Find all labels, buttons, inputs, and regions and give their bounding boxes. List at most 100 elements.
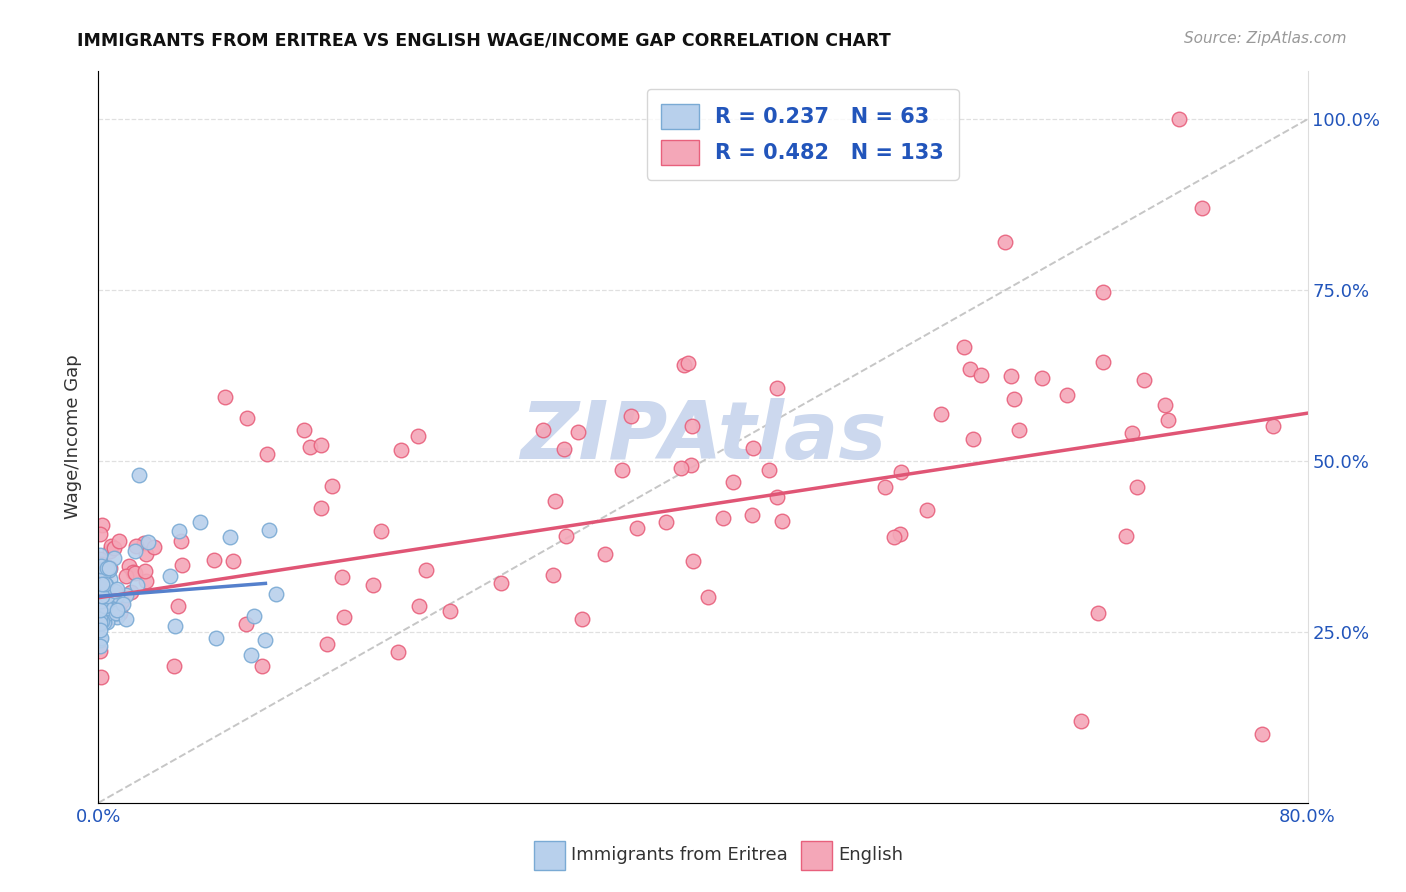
Point [90, 613, 112, 627]
Point [654, 516, 676, 530]
Point [98, 591, 121, 606]
Point [105, 588, 128, 602]
Point [1070, 714, 1092, 728]
Point [1133, 373, 1156, 387]
Point [136, 534, 159, 549]
Point [309, 438, 332, 452]
Point [370, 524, 392, 539]
Point [120, 585, 142, 599]
Point [406, 428, 429, 442]
Point [959, 362, 981, 376]
Point [93, 601, 115, 615]
Point [1168, 112, 1191, 127]
Point [111, 594, 134, 608]
Point [89, 597, 111, 611]
Point [321, 479, 343, 493]
Point [159, 568, 181, 582]
Point [89, 616, 111, 631]
Point [553, 442, 575, 456]
Point [96, 579, 118, 593]
Point [104, 605, 127, 619]
Point [309, 501, 332, 516]
Point [994, 235, 1017, 250]
Point [408, 599, 430, 613]
Point [1004, 392, 1026, 406]
Point [93, 615, 115, 629]
Point [1126, 480, 1149, 494]
Point [333, 610, 356, 624]
Point [96, 592, 118, 607]
Point [89, 526, 111, 541]
Point [250, 659, 273, 673]
Point [620, 409, 643, 424]
Point [90, 593, 112, 607]
Y-axis label: Wage/Income Gap: Wage/Income Gap [65, 355, 83, 519]
Point [264, 587, 287, 601]
Point [111, 597, 134, 611]
Point [115, 588, 138, 602]
Point [766, 490, 789, 504]
Point [96, 601, 118, 615]
Point [104, 583, 127, 598]
Point [531, 423, 554, 437]
Point [929, 407, 952, 421]
Point [103, 604, 125, 618]
Point [107, 599, 129, 614]
Point [89, 582, 111, 596]
Point [98, 589, 121, 603]
Point [1121, 425, 1143, 440]
Point [89, 639, 111, 653]
Point [91, 561, 114, 575]
Point [90, 517, 112, 532]
Point [90, 631, 112, 645]
Point [883, 530, 905, 544]
Point [170, 558, 193, 573]
Point [108, 533, 131, 548]
Point [89, 615, 111, 630]
Point [94, 599, 117, 613]
Point [1251, 727, 1274, 741]
Point [554, 529, 576, 543]
Point [89, 549, 111, 563]
Point [567, 425, 589, 439]
Point [142, 540, 165, 554]
Point [1153, 398, 1175, 412]
Point [93, 565, 115, 579]
Point [1115, 529, 1137, 543]
Point [94, 577, 117, 591]
Point [90, 557, 112, 571]
Point [1092, 355, 1115, 369]
Point [256, 447, 278, 461]
Point [962, 432, 984, 446]
Point [1156, 412, 1178, 426]
Point [93, 607, 115, 621]
Point [679, 458, 702, 473]
Point [103, 541, 125, 555]
Point [96, 615, 118, 629]
Point [124, 539, 146, 553]
Point [218, 530, 240, 544]
Point [163, 659, 186, 673]
Point [97, 588, 120, 602]
Point [697, 590, 720, 604]
Point [257, 523, 280, 537]
Point [758, 463, 780, 477]
Legend: R = 0.237   N = 63, R = 0.482   N = 133: R = 0.237 N = 63, R = 0.482 N = 133 [647, 89, 959, 179]
Point [721, 475, 744, 489]
Point [610, 463, 633, 477]
Point [94, 578, 117, 592]
Point [165, 618, 187, 632]
Point [98, 544, 121, 558]
Point [766, 381, 789, 395]
Point [1091, 285, 1114, 299]
Point [1191, 201, 1213, 215]
Point [97, 599, 120, 614]
Point [1087, 606, 1109, 620]
Text: IMMIGRANTS FROM ERITREA VS ENGLISH WAGE/INCOME GAP CORRELATION CHART: IMMIGRANTS FROM ERITREA VS ENGLISH WAGE/… [77, 31, 891, 49]
Point [387, 645, 409, 659]
Point [104, 606, 127, 620]
Point [94, 560, 117, 574]
Point [544, 494, 567, 508]
Point [236, 410, 259, 425]
Point [98, 560, 121, 574]
